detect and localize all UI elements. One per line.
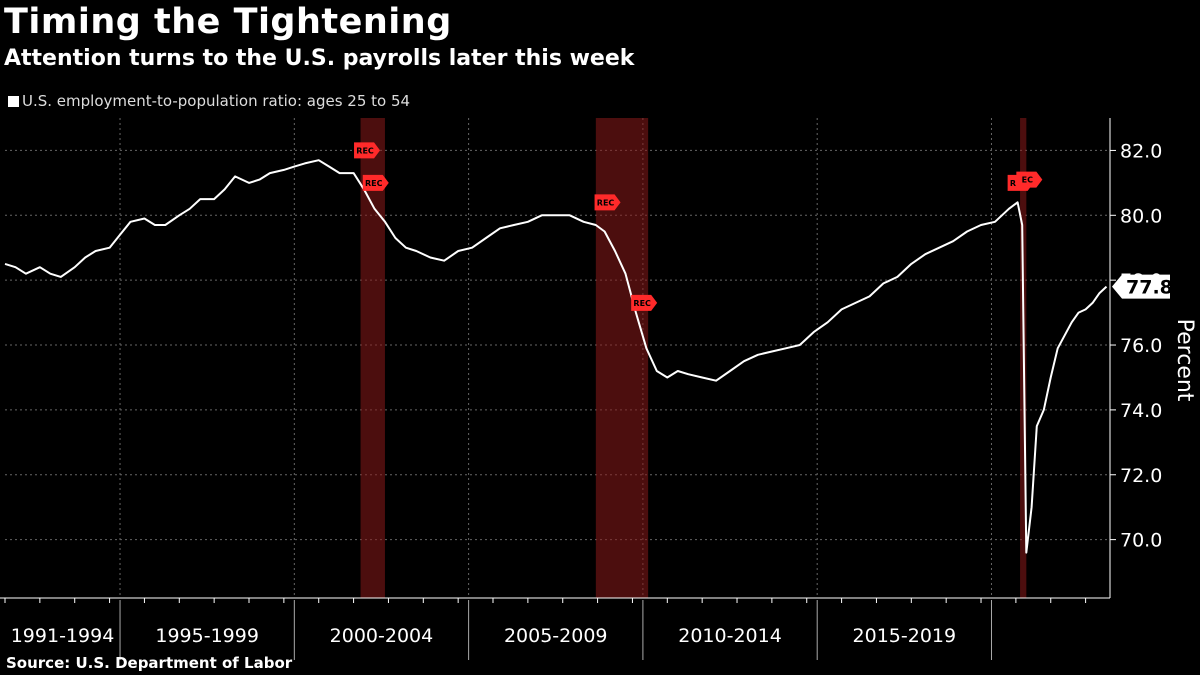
rec-markers: 77.8RECRECRECRECRECEC xyxy=(354,142,1173,311)
chart-subtitle: Attention turns to the U.S. payrolls lat… xyxy=(4,46,635,71)
y-tick-label: 82.0 xyxy=(1120,140,1162,162)
x-period-label: 2005-2009 xyxy=(504,625,608,647)
rec-marker-label: REC xyxy=(633,299,651,308)
rec-marker-label: REC xyxy=(365,179,383,188)
rec-marker xyxy=(354,142,381,159)
y-axis-label: Percent xyxy=(1172,319,1197,402)
x-period-label: 2010-2014 xyxy=(678,625,782,647)
recession-band xyxy=(595,118,649,598)
y-tick-label: 72.0 xyxy=(1120,465,1162,487)
recession-bands xyxy=(360,118,1027,598)
y-tick-label: 74.0 xyxy=(1120,400,1162,422)
rec-marker xyxy=(631,294,658,311)
rec-marker xyxy=(1016,171,1043,188)
x-period-label: 1995-1999 xyxy=(155,625,259,647)
axes: 70.072.074.076.078.082.080.01991-1994199… xyxy=(0,118,1162,660)
legend-label: U.S. employment-to-population ratio: age… xyxy=(22,92,411,110)
legend-swatch xyxy=(8,95,19,107)
series-line xyxy=(4,159,1108,554)
chart-title: Timing the Tightening xyxy=(4,2,452,42)
x-period-label: 2015-2019 xyxy=(853,625,957,647)
recession-band xyxy=(360,118,385,598)
rec-marker-label: EC xyxy=(1022,176,1033,185)
current-value-label: 77.8 xyxy=(1126,277,1173,299)
x-period-label: 2000-2004 xyxy=(330,625,434,647)
y-tick-label: 80.0 xyxy=(1120,205,1162,227)
rec-marker-label: REC xyxy=(597,198,615,207)
x-period-label: 1991-1994 xyxy=(11,625,115,647)
legend: U.S. employment-to-population ratio: age… xyxy=(8,92,410,110)
y-tick-label: 76.0 xyxy=(1120,335,1162,357)
rec-marker xyxy=(362,174,389,191)
series-lines xyxy=(4,159,1108,554)
rec-marker xyxy=(594,194,621,211)
y-tick-label: 70.0 xyxy=(1120,530,1162,552)
grid xyxy=(5,118,1110,598)
rec-marker-label: REC xyxy=(356,146,374,155)
source-note: Source: U.S. Department of Labor xyxy=(6,654,293,672)
current-value-badge xyxy=(1112,274,1170,299)
